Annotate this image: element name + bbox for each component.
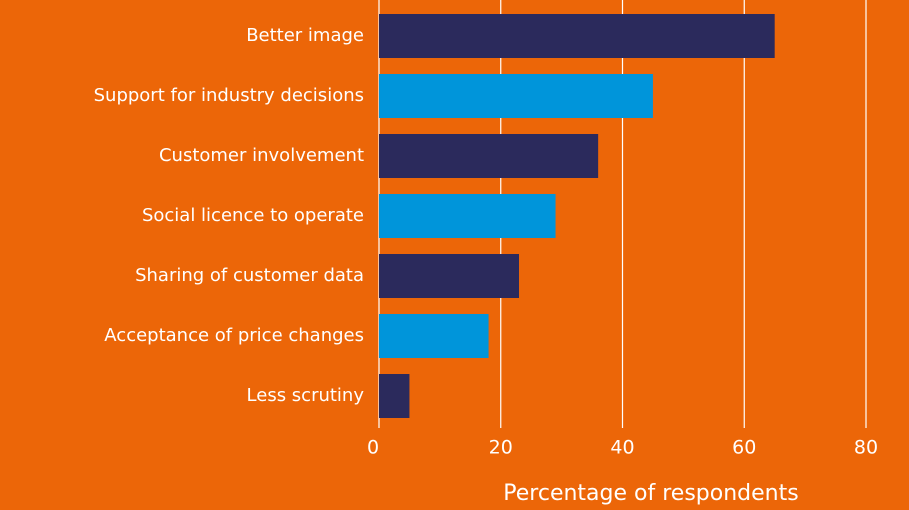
y-tick-label: Better image: [246, 25, 364, 46]
x-tick-label: 80: [854, 437, 878, 459]
y-tick-label: Customer involvement: [159, 145, 364, 166]
y-tick-label: Support for industry decisions: [94, 85, 364, 106]
y-tick-label: Less scrutiny: [247, 385, 365, 406]
y-tick-label: Acceptance of price changes: [104, 325, 364, 346]
bar: [379, 74, 653, 118]
bar: [379, 194, 556, 238]
bar: [379, 134, 599, 178]
bar: [379, 374, 410, 418]
bar: [379, 314, 489, 358]
y-tick-label: Social licence to operate: [142, 205, 364, 226]
bar: [379, 254, 520, 298]
x-axis-label: Percentage of respondents: [503, 481, 798, 506]
x-tick-label: 60: [732, 437, 756, 459]
x-tick-label: 40: [610, 437, 634, 459]
bar: [379, 14, 775, 58]
y-tick-label: Sharing of customer data: [135, 265, 364, 286]
x-tick-label: 0: [367, 437, 379, 459]
x-tick-label: 20: [489, 437, 513, 459]
